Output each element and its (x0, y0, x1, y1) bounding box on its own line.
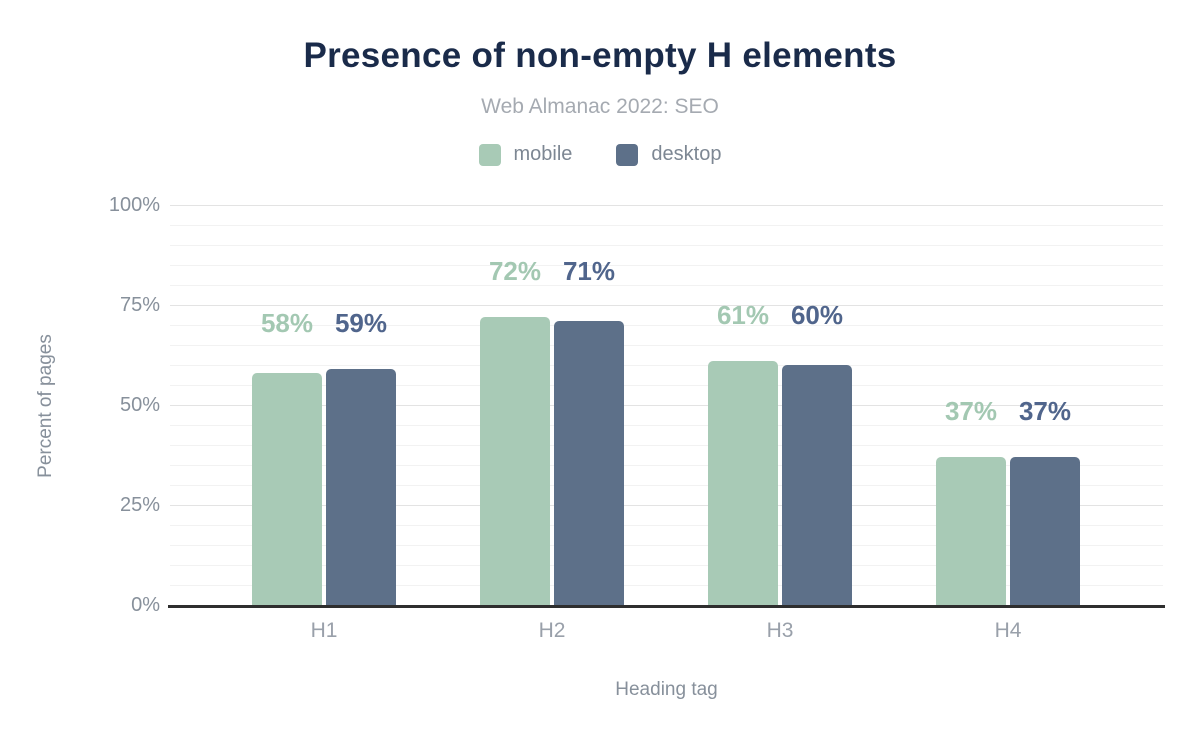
bar-value-desktop-h1: 59% (334, 308, 388, 338)
bar-value-desktop-h2: 71% (562, 256, 616, 286)
bar-mobile-h2 (480, 317, 550, 605)
gridline-65 (170, 345, 1163, 346)
legend-item-mobile: mobile (478, 143, 573, 166)
gridline-40 (170, 445, 1163, 446)
bar-value-mobile-h4: 37% (944, 396, 998, 426)
gridline-80 (170, 285, 1163, 286)
gridline-90 (170, 245, 1163, 246)
gridline-60 (170, 365, 1163, 366)
y-tick-50: 50% (119, 394, 160, 416)
x-axis-title: Heading tag (615, 679, 718, 700)
gridline-30 (170, 485, 1163, 486)
gridline-95 (170, 225, 1163, 226)
gridline-100 (170, 205, 1163, 206)
gridline-20 (170, 525, 1163, 526)
y-tick-100: 100% (108, 194, 160, 216)
bar-desktop-h4 (1010, 457, 1080, 605)
bar-value-mobile-h3: 61% (716, 300, 770, 330)
gridline-10 (170, 565, 1163, 566)
bar-group-h4: 37% 37% (894, 205, 1122, 605)
legend-item-desktop: desktop (616, 143, 721, 166)
gridline-5 (170, 585, 1163, 586)
bar-groups: 58% 59% 72% 71% 61% 60% 37% 37% (210, 205, 1123, 605)
gridline-50 (170, 405, 1163, 406)
y-tick-labels: 0% 25% 50% 75% 100% (0, 194, 160, 616)
bar-group-h2: 72% 71% (438, 205, 666, 605)
gridline-75 (170, 305, 1163, 306)
bar-value-desktop-h4: 37% (1018, 396, 1072, 426)
legend-swatch-desktop (616, 143, 639, 166)
bar-mobile-h4 (936, 457, 1006, 605)
bar-value-desktop-h3: 60% (790, 300, 844, 330)
bar-mobile-h1 (252, 373, 322, 605)
gridline-45 (170, 425, 1163, 426)
legend-label-desktop: desktop (651, 143, 722, 165)
x-axis-line (168, 605, 1165, 608)
chart-title: Presence of non-empty H elements (303, 36, 897, 75)
gridline-70 (170, 325, 1163, 326)
x-tick-h2: H2 (538, 619, 566, 642)
gridline-55 (170, 385, 1163, 386)
gridline-15 (170, 545, 1163, 546)
x-tick-h1: H1 (310, 619, 338, 642)
plot-area: 58% 59% 72% 71% 61% 60% 37% 37% (168, 205, 1165, 608)
legend-label-mobile: mobile (513, 143, 573, 165)
legend-swatch-mobile (478, 143, 501, 166)
y-tick-75: 75% (119, 294, 160, 316)
gridline-35 (170, 465, 1163, 466)
bar-group-h1: 58% 59% (210, 205, 438, 605)
gridline-25 (170, 505, 1163, 506)
bar-value-mobile-h2: 72% (488, 256, 542, 286)
bar-desktop-h1 (326, 369, 396, 605)
bar-value-mobile-h1: 58% (260, 308, 314, 338)
bar-mobile-h3 (708, 361, 778, 605)
bar-desktop-h3 (782, 365, 852, 605)
gridline-85 (170, 265, 1163, 266)
bar-desktop-h2 (554, 321, 624, 605)
y-tick-25: 25% (119, 494, 160, 516)
chart-subtitle: Web Almanac 2022: SEO (481, 95, 719, 118)
legend: mobile desktop (0, 143, 1200, 166)
y-tick-0: 0% (131, 594, 160, 616)
bar-group-h3: 61% 60% (666, 205, 894, 605)
x-tick-labels: H1 H2 H3 H4 (210, 618, 1123, 644)
x-tick-h3: H3 (766, 619, 794, 642)
x-tick-h4: H4 (994, 619, 1022, 642)
